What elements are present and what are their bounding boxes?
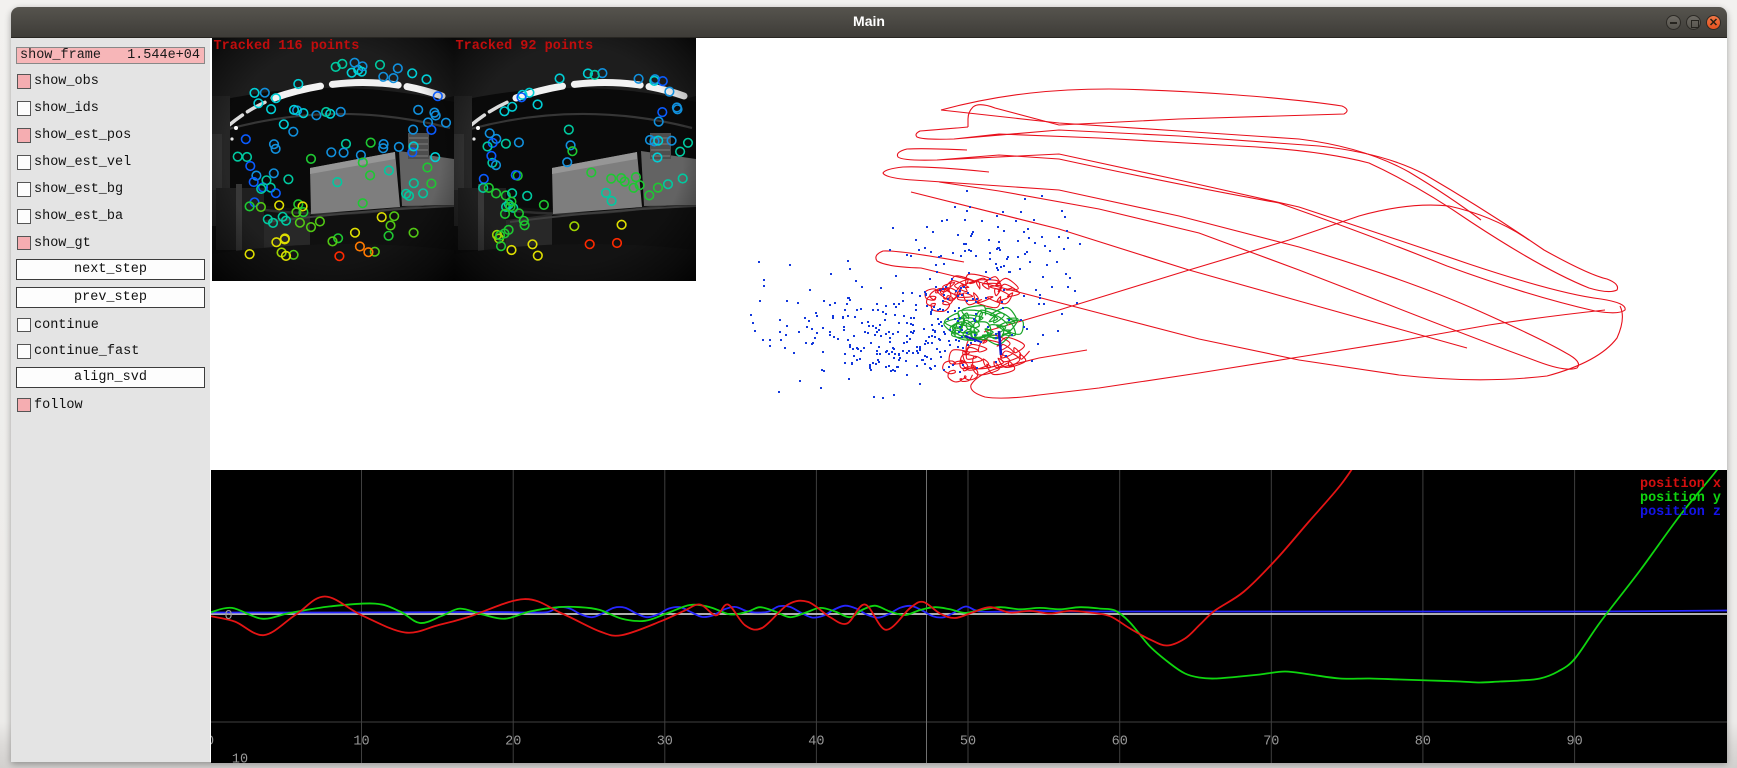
svg-text:position y: position y	[1640, 491, 1721, 506]
svg-text:80: 80	[1415, 734, 1431, 749]
svg-text:50: 50	[960, 734, 976, 749]
svg-text:position x: position x	[1640, 477, 1721, 492]
svg-text:40: 40	[808, 734, 824, 749]
svg-text:position z: position z	[1640, 505, 1721, 520]
svg-text:60: 60	[1112, 734, 1128, 749]
svg-text:70: 70	[1263, 734, 1279, 749]
svg-text:90: 90	[1566, 734, 1582, 749]
svg-text:20: 20	[505, 734, 521, 749]
svg-text:10: 10	[232, 752, 248, 763]
svg-text:0: 0	[224, 609, 232, 624]
svg-text:10: 10	[353, 734, 369, 749]
svg-text:0: 0	[211, 734, 214, 749]
svg-text:30: 30	[657, 734, 673, 749]
